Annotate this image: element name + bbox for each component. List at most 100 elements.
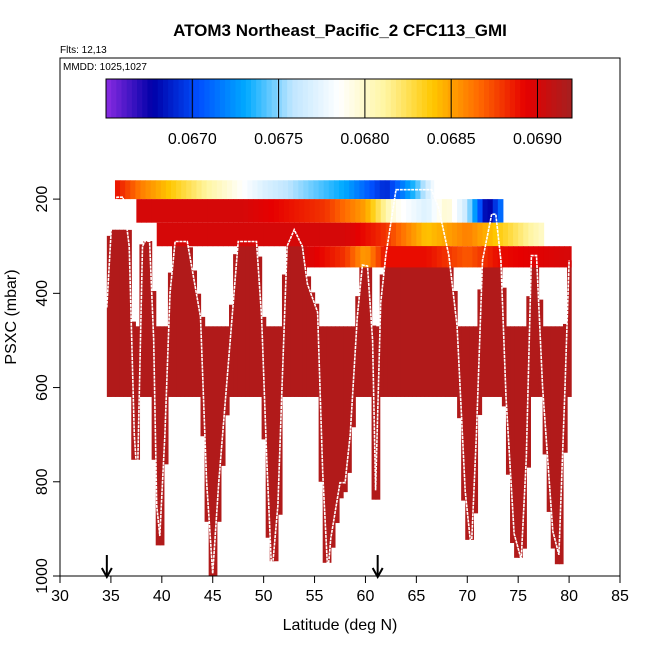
heatmap-cell — [334, 246, 341, 268]
heatmap-cell — [253, 199, 260, 223]
heatmap-cell — [181, 180, 187, 200]
colorbar-segment — [313, 79, 319, 118]
heatmap-cell — [553, 246, 560, 268]
colorbar-segment — [489, 79, 495, 118]
heatmap-cell — [217, 199, 224, 223]
heatmap-column — [542, 326, 548, 455]
heatmap-column — [127, 229, 132, 397]
heatmap-column — [135, 326, 141, 460]
colorbar-segment — [318, 79, 324, 118]
heatmap-cell — [197, 222, 204, 247]
heatmap-cell — [125, 180, 131, 200]
heatmap-column — [204, 326, 210, 522]
heatmap-cell — [406, 222, 412, 247]
heatmap-cell — [222, 199, 229, 223]
heatmap-column — [273, 326, 279, 562]
heatmap-cell — [226, 180, 233, 200]
arrow-marker — [100, 555, 113, 580]
heatmap-column — [375, 326, 381, 500]
heatmap-cell — [304, 222, 310, 247]
colorbar-segment — [540, 79, 547, 118]
heatmap-column — [212, 326, 218, 576]
heatmap-cell — [177, 222, 183, 247]
colorbar-segment — [245, 79, 252, 118]
heatmap-column — [400, 229, 405, 397]
colorbar-segment — [188, 79, 195, 118]
heatmap-cell — [278, 199, 285, 223]
colorbar-segment — [509, 79, 516, 118]
colorbar-segment — [116, 79, 123, 118]
x-axis-label: Latitude (deg N) — [283, 617, 398, 634]
colorbar-segment — [323, 79, 330, 118]
colorbar-segment — [225, 79, 231, 118]
x-tick-label: 80 — [560, 588, 578, 605]
heatmap-column — [493, 229, 499, 397]
heatmap-cell — [282, 180, 289, 200]
heatmap-column — [424, 229, 430, 397]
colorbar-segment — [276, 79, 283, 118]
heatmap-cell — [390, 199, 397, 223]
colorbar-segment — [483, 79, 490, 118]
heatmap-cell — [151, 199, 158, 223]
colorbar-segment — [416, 79, 423, 118]
heatmap-cell — [482, 246, 489, 268]
heatmap-cell — [446, 199, 453, 223]
heatmap-cell — [166, 199, 173, 223]
heatmap-cell — [268, 199, 275, 223]
colorbar-segment — [354, 79, 361, 118]
heatmap-cell — [355, 199, 361, 223]
heatmap-column — [314, 303, 320, 397]
heatmap-cell — [186, 180, 192, 200]
heatmap-column — [119, 229, 124, 397]
colorbar-segment — [499, 79, 506, 118]
heatmap-cell — [467, 199, 473, 223]
colorbar-segment — [406, 79, 412, 118]
heatmap-cell — [344, 180, 350, 200]
heatmap-cell — [120, 180, 126, 200]
heatmap-column — [453, 290, 458, 397]
heatmap-column — [428, 229, 434, 397]
heatmap-cell — [155, 180, 162, 200]
heatmap-column — [534, 255, 540, 397]
colorbar-segment — [375, 79, 381, 118]
heatmap-cell — [472, 246, 478, 268]
heatmap-cell — [201, 180, 208, 200]
heatmap-cell — [406, 246, 412, 268]
heatmap-cell — [416, 246, 422, 268]
heatmap-cell — [253, 222, 260, 247]
colorbar-segment — [452, 79, 459, 118]
heatmap-cell — [411, 246, 417, 268]
heatmap-cell — [212, 199, 219, 223]
colorbar-segment — [561, 79, 568, 118]
heatmap-cell — [140, 180, 147, 200]
heatmap-cell — [462, 246, 468, 268]
heatmap-cell — [406, 199, 412, 223]
heatmap-cell — [156, 222, 163, 247]
heatmap-column — [229, 304, 234, 397]
heatmap-cell — [533, 246, 540, 268]
heatmap-column — [184, 241, 189, 397]
heatmap-column — [114, 229, 120, 397]
heatmap-cell — [340, 199, 346, 223]
heatmap-column — [143, 241, 149, 397]
colorbar-segment — [157, 79, 164, 118]
heatmap-cell — [441, 199, 448, 223]
colorbar-segment — [546, 79, 552, 118]
heatmap-cell — [355, 222, 361, 247]
heatmap-column — [302, 246, 307, 397]
heatmap-cell — [130, 180, 136, 200]
colorbar-segment — [380, 79, 387, 118]
heatmap-cell — [487, 246, 494, 268]
heatmap-cell — [416, 222, 422, 247]
heatmap-column — [123, 229, 128, 397]
heatmap-cell — [396, 199, 402, 223]
heatmap-cell — [426, 199, 433, 223]
heatmap-cell — [431, 222, 438, 247]
heatmap-cell — [389, 180, 396, 200]
heatmap-column — [167, 272, 173, 397]
heatmap-cell — [558, 246, 565, 268]
heatmap-cell — [492, 222, 499, 247]
heatmap-column — [359, 265, 365, 397]
y-tick-label: 800 — [34, 468, 51, 495]
heatmap-column — [526, 296, 531, 468]
